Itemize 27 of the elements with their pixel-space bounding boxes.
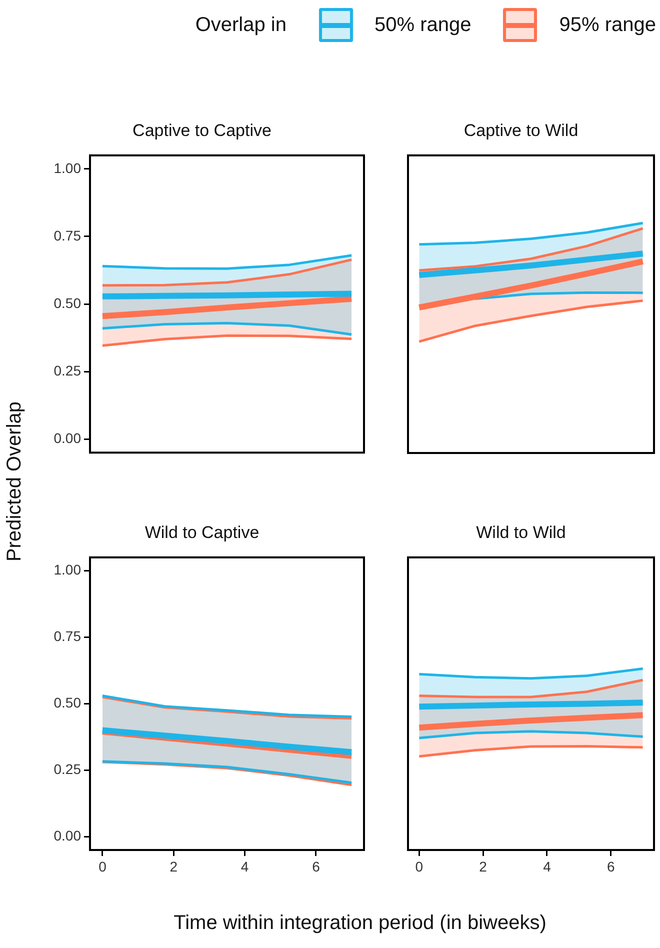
x-tick-label: 4 (543, 858, 552, 874)
x-axis-title: Time within integration period (in biweeks) (172, 912, 548, 935)
x-tick-label: 4 (240, 858, 249, 874)
x-tick-label: 6 (312, 858, 320, 874)
chart-title: Wild to Captive (144, 522, 260, 542)
y-axis-title: Predicted Overlap (4, 400, 26, 564)
x-tick-label: 2 (479, 858, 488, 874)
y-tick-label: 0.75 (54, 227, 82, 244)
x-tick-label: 6 (606, 858, 615, 874)
legend-label: 95% range (559, 14, 656, 36)
y-tick-label: 0.75 (54, 628, 82, 644)
chart-title: Wild to Wild (476, 522, 566, 542)
y-tick-label: 1.00 (54, 160, 82, 176)
y-tick-label: 0.25 (54, 761, 82, 778)
y-tick-label: 0.00 (54, 430, 82, 446)
y-tick-label: 0.25 (54, 362, 82, 378)
chart-title: Captive to Captive (132, 120, 272, 140)
legend-label: 50% range (374, 14, 472, 36)
x-tick-label: 2 (170, 858, 178, 874)
y-tick-label: 0.50 (54, 694, 82, 711)
x-tick-label: 0 (98, 858, 107, 874)
legend-title: Overlap in (195, 14, 286, 36)
y-tick-label: 0.50 (54, 294, 82, 311)
y-tick-label: 1.00 (54, 562, 82, 578)
x-tick-label: 0 (415, 858, 424, 874)
y-tick-label: 0.00 (54, 828, 82, 844)
chart-title: Captive to Wild (464, 120, 578, 140)
